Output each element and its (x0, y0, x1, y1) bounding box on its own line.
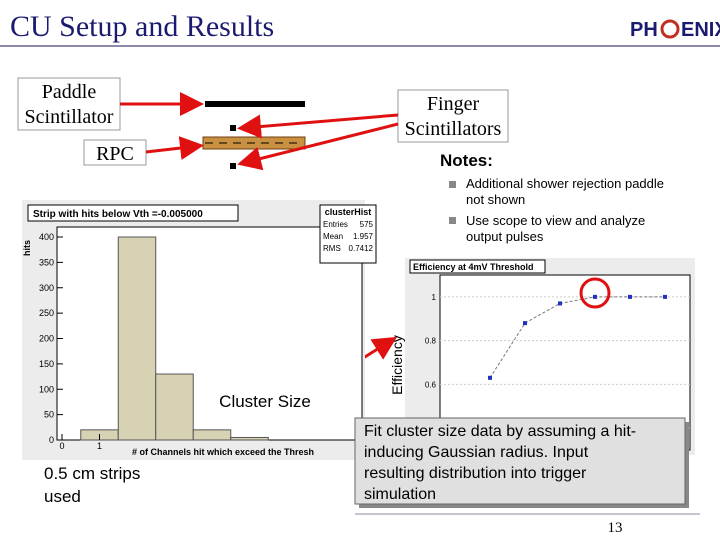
rpc-label: RPC (96, 143, 134, 165)
histogram-bar (155, 373, 194, 441)
note: Use scope to view and analyze (466, 213, 645, 228)
y-tick-label: 0.8 (425, 337, 437, 346)
histogram-title: Strip with hits below Vth =-0.005000 (33, 209, 203, 220)
y-tick-label: 0.6 (425, 380, 437, 389)
x-tick-label: 0 (59, 441, 64, 451)
efficiency-y-label: Efficiency (389, 335, 405, 395)
efficiency-title-box (409, 259, 546, 274)
rpc-box (83, 139, 147, 166)
x-tick-label: 1 (97, 441, 102, 451)
stats-value: 0.7412 (349, 244, 374, 253)
stats-value: 1.957 (353, 232, 374, 241)
paddle-label: Scintillator (25, 106, 114, 128)
stats-box (319, 204, 377, 264)
cluster-size-label: Cluster Size (219, 392, 311, 411)
strips-label: used (44, 487, 81, 506)
textbox-line: simulation (364, 486, 436, 503)
note: output pulses (466, 229, 544, 244)
histogram-bar (230, 436, 269, 441)
y-tick-label: 350 (39, 257, 54, 267)
notes: Additional shower rejection paddle not s… (449, 176, 664, 244)
textbox (354, 417, 686, 505)
histogram-title-box (27, 204, 239, 222)
y-tick-label: 0 (49, 435, 54, 445)
efficiency-point (628, 294, 632, 299)
logo-right: ENIX (681, 19, 720, 41)
efficiency-title: Efficiency at 4mV Threshold (413, 262, 534, 272)
strips-label: 0.5 cm strips (44, 464, 140, 483)
stats-value: 575 (360, 220, 374, 229)
logo-icon (660, 19, 680, 39)
y-tick-label: 50 (44, 410, 54, 420)
y-tick-label: 400 (39, 232, 54, 242)
notes-title: Notes: (440, 151, 493, 170)
textbox-line: inducing Gaussian radius. Input (364, 444, 589, 461)
paddle-label: Paddle (42, 81, 97, 103)
efficiency-point (488, 375, 492, 380)
paddle-bar (205, 101, 305, 107)
y-tick-label: 300 (39, 283, 54, 293)
histogram-bar (117, 236, 157, 441)
y-tick-label: 150 (39, 359, 54, 369)
histogram: Strip with hits below Vth =-0.005000 clu… (22, 200, 377, 460)
y-tick-label: 250 (39, 308, 54, 318)
slide-title: CU Setup and Results (10, 10, 274, 43)
stats-label: Entries (323, 220, 348, 229)
bullet (449, 217, 456, 224)
textbox-line: Fit cluster size data by assuming a hit- (364, 423, 636, 440)
note: Additional shower rejection paddle (466, 176, 664, 191)
efficiency-point (663, 294, 667, 299)
finger-bottom (230, 163, 236, 169)
efficiency-line (489, 296, 665, 379)
efficiency-point (558, 301, 562, 306)
stats-label: RMS (323, 244, 341, 253)
page-number: 13 (608, 520, 623, 536)
stats-label: Mean (323, 232, 343, 241)
logo-left: PH (630, 19, 658, 41)
y-axis-label: hits (22, 240, 32, 256)
efficiency-point (523, 321, 527, 326)
finger-box (397, 89, 509, 143)
highlight-circle (579, 277, 611, 309)
note: not shown (466, 192, 525, 207)
finger-label: Finger (427, 93, 480, 115)
x-axis-label: # of Channels hit which exceed the Thres… (132, 447, 314, 457)
y-tick-label: 200 (39, 334, 54, 344)
textbox-line: resulting distribution into trigger (364, 465, 587, 482)
histogram-bar (192, 429, 232, 441)
bullet (449, 181, 456, 188)
finger-top (230, 125, 236, 131)
y-tick-label: 1 (432, 293, 437, 302)
y-tick-label: 100 (39, 384, 54, 394)
stats-name: clusterHist (325, 207, 372, 217)
efficiency-point (593, 294, 597, 299)
histogram-plot (56, 226, 363, 441)
finger-label: Scintillators (405, 118, 502, 140)
